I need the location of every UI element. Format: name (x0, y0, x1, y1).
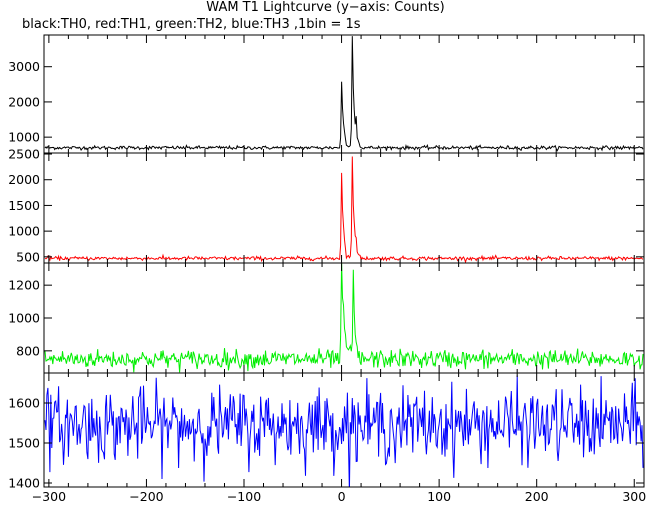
y-tick-label: 1500 (8, 198, 40, 213)
series-th1-line (44, 156, 644, 263)
series-th3-line (44, 375, 644, 487)
y-tick-label: 1200 (8, 278, 40, 293)
y-tick-label: 1500 (8, 436, 40, 451)
x-tick-label: 200 (525, 489, 549, 504)
chart-subtitle: black:TH0, red:TH1, green:TH2, blue:TH3 … (22, 17, 361, 32)
x-tick-label: 300 (622, 489, 646, 504)
x-tick-label: −100 (227, 489, 261, 504)
y-tick-label: 1400 (8, 476, 40, 491)
chart-title: WAM T1 Lightcurve (y−axis: Counts) (206, 0, 445, 15)
y-tick-label: 3000 (8, 59, 40, 74)
x-tick-label: 0 (338, 489, 346, 504)
panel-frame-th3 (43, 372, 645, 488)
y-tick-label: 1000 (8, 224, 40, 239)
x-tick-label: −300 (32, 489, 66, 504)
series-th2-line (44, 263, 644, 373)
y-tick-label: 2000 (8, 172, 40, 187)
y-tick-label: 1000 (8, 311, 40, 326)
y-tick-label: 1600 (8, 396, 40, 411)
y-tick-label: 1000 (8, 130, 40, 145)
x-tick-label: 100 (427, 489, 451, 504)
panel-frame-th1 (43, 152, 645, 264)
x-tick-label: −200 (129, 489, 163, 504)
panel-frame-th0 (43, 34, 645, 154)
y-tick-label: 2000 (8, 94, 40, 109)
y-tick-label: 800 (16, 343, 40, 358)
series-th0-line (44, 36, 644, 152)
y-tick-label: 2500 (8, 147, 40, 162)
y-tick-label: 500 (16, 249, 40, 264)
